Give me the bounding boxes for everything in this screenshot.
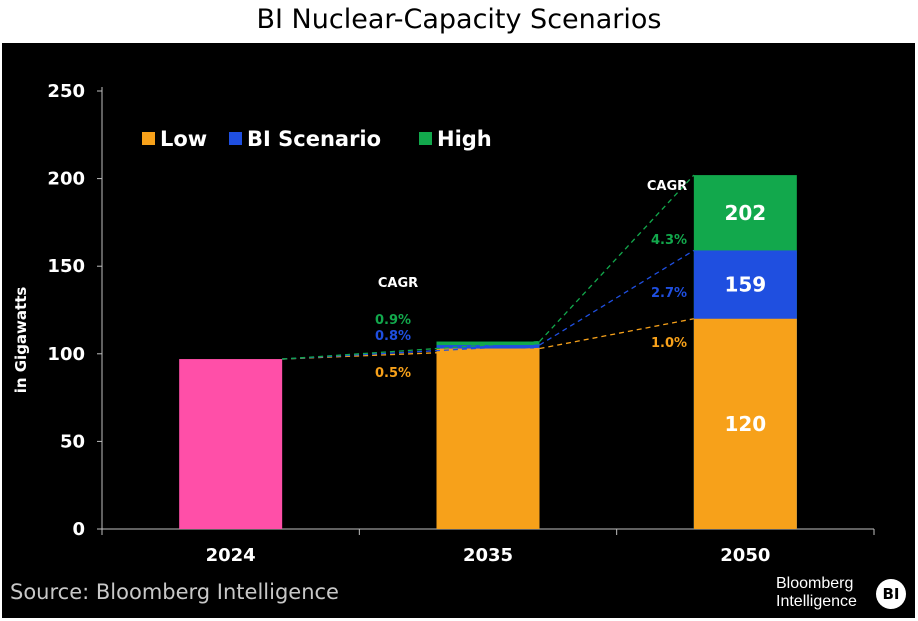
y-tick-label: 200: [47, 169, 85, 190]
cagr-2035-low: 0.5%: [375, 366, 411, 381]
legend-label-high: High: [437, 127, 492, 151]
legend-label-low: Low: [160, 127, 207, 151]
data-label-2050-bi-scenario: 159: [724, 273, 766, 297]
legend-swatch-bi-scenario: [229, 132, 242, 145]
cagr-2050-bi-scenario: 2.7%: [651, 286, 687, 301]
trend-line-2035-high: [282, 340, 540, 360]
source-note: Source: Bloomberg Intelligence: [10, 580, 339, 604]
cagr-2050-high: 4.3%: [651, 233, 687, 248]
legend-swatch-high: [419, 132, 432, 145]
trend-line-2050-bi-scenario: [539, 249, 695, 346]
bar-2050-low: [693, 318, 797, 529]
chart-panel: 0 50 100 150 200 250 2024 2035 2050 in Gigawatts 1…: [2, 43, 915, 618]
x-tick-label: 2024: [206, 545, 256, 566]
trend-line-2050-high: [539, 174, 695, 342]
bar-2035-low: [436, 348, 540, 529]
y-tick-label: 50: [60, 431, 85, 452]
data-label-2050-high: 202: [724, 201, 766, 225]
cagr-label-2050: CAGR: [647, 179, 687, 194]
data-label-2050-low: 120: [724, 412, 766, 436]
brand-logo: Bloomberg Intelligence: [776, 575, 876, 611]
brand-line-2: Intelligence: [776, 593, 857, 610]
bar-2024: [179, 359, 283, 529]
x-tick-label: 2035: [463, 545, 513, 566]
cagr-2050-low: 1.0%: [651, 336, 687, 351]
x-tick-label: 2050: [720, 545, 770, 566]
legend-label-bi-scenario: BI Scenario: [247, 127, 381, 151]
trend-line-2050-low: [539, 318, 694, 350]
y-tick-label: 0: [72, 519, 85, 540]
chart-title: BI Nuclear-Capacity Scenarios: [256, 4, 662, 35]
brand-badge-icon: BI: [876, 579, 906, 609]
y-tick-label: 150: [47, 256, 85, 277]
legend-swatch-low: [142, 132, 155, 145]
cagr-2035-high: 0.9%: [375, 313, 411, 328]
cagr-label-2035: CAGR: [378, 276, 418, 291]
y-tick-label: 100: [47, 344, 85, 365]
brand-line-1: Bloomberg: [776, 575, 854, 592]
y-tick-label: 250: [47, 81, 85, 102]
trend-line-2035-bi-scenario: [282, 344, 540, 360]
y-axis-label: in Gigawatts: [12, 287, 30, 394]
trend-line-2035-low: [282, 347, 540, 360]
cagr-2035-bi-scenario: 0.8%: [375, 329, 411, 344]
bar-chart: 0 50 100 150 200 250 2024 2035 2050 in Gigawatts 1…: [12, 81, 875, 566]
